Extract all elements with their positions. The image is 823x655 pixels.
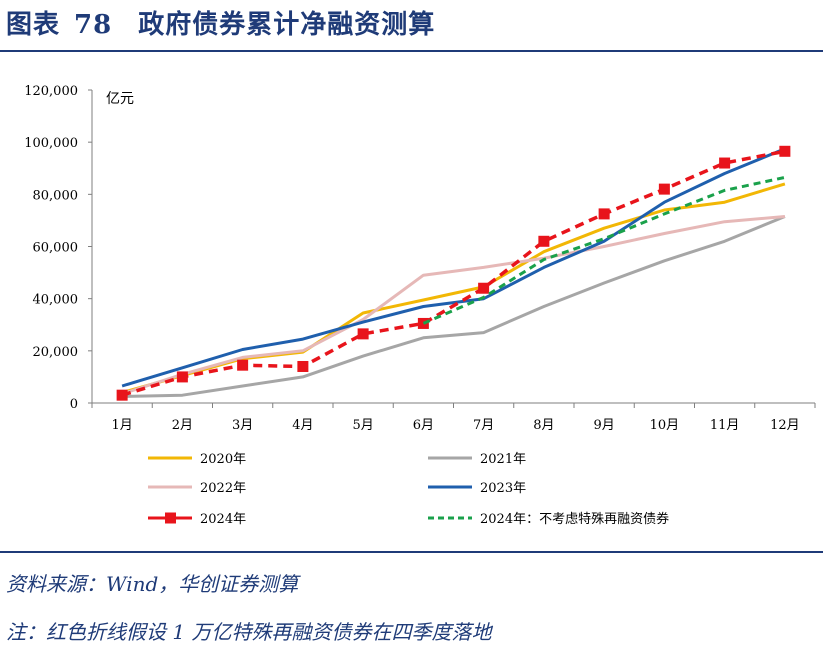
y-tick-label: 100,000 [24,136,78,151]
footnote: 注：红色折线假设 1 万亿特殊再融资债券在四季度落地 [6,620,492,644]
series-lines [116,145,791,401]
series-line [121,182,786,395]
x-tick-label: 3月 [232,418,253,433]
figure-title-text: 政府债券累计净融资测算 [138,10,436,40]
legend-label: 2021年 [480,452,526,467]
chart-axes: 0 20,000 40,000 60,000 80,000 100,000 120,000 亿… [24,84,816,433]
unit-label: 亿元 [106,91,134,107]
y-tick-label: 80,000 [33,188,79,203]
data-point-marker [719,157,731,169]
data-point-marker [658,183,670,195]
x-tick-label: 10月 [650,418,680,433]
data-point-marker [779,145,791,157]
figure-title: 图表 78 政府债券累计净融资测算 [6,4,435,41]
data-point-marker [237,359,249,371]
legend-label: 2024年：不考虑特殊再融资债券 [480,511,669,527]
top-rule [0,50,823,52]
series-line [422,175,786,325]
legend-label: 2024年 [200,512,246,527]
data-point-marker [116,389,128,401]
y-tick-label: 120,000 [24,84,78,99]
x-tick-label: 1月 [111,418,132,433]
x-tick-label: 9月 [593,418,614,433]
bottom-rule [0,551,823,553]
x-tick-label: 7月 [473,418,494,433]
x-tick-label: 6月 [413,418,434,433]
legend-label: 2022年 [200,481,246,496]
chart: 0 20,000 40,000 60,000 80,000 100,000 120,000 亿… [24,84,816,527]
legend-label: 2020年 [200,452,246,467]
x-tick-label: 12月 [770,418,800,433]
data-point-marker [357,328,369,340]
legend-marker [165,512,176,524]
chart-legend: 2020年 2021年 2022年 2023年 2024年 2024年：不考虑特殊再融资债… [148,452,669,527]
data-point-marker [176,371,188,383]
figure-label: 图表 [6,10,61,40]
x-tick-label: 5月 [352,418,373,433]
y-tick-label: 20,000 [33,345,79,360]
data-point-marker [598,208,610,220]
legend-label: 2023年 [480,481,526,496]
y-tick-label: 0 [70,397,78,412]
x-tick-label: 4月 [292,418,313,433]
series-line [122,215,786,398]
source-note: 资料来源：Wind，华创证券测算 [6,572,299,596]
series-line [121,149,786,397]
y-tick-label: 60,000 [33,241,79,256]
data-point-marker [478,282,490,294]
series-line [121,147,786,388]
data-point-marker [417,317,429,329]
series-line [121,215,786,396]
y-tick-label: 40,000 [33,293,79,308]
data-point-marker [538,235,550,247]
x-tick-label: 8月 [533,418,554,433]
x-tick-label: 11月 [710,418,740,433]
data-point-marker [297,360,309,372]
figure-number: 78 [74,10,113,40]
x-tick-label: 2月 [172,418,193,433]
